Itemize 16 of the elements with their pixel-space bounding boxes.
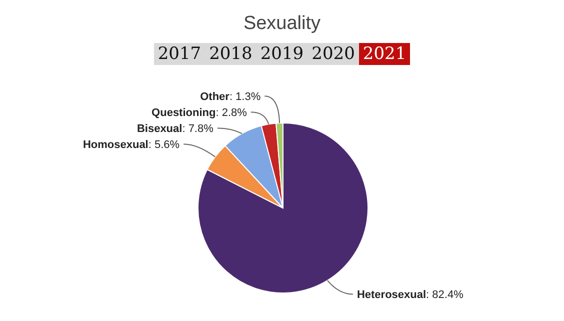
slice-label: Homosexual <box>82 139 148 152</box>
data-label: : 2.8% <box>216 107 248 120</box>
text: 2020 <box>310 43 356 65</box>
slice-label: Questioning <box>152 107 216 120</box>
data-label: : 1.3% <box>229 91 261 104</box>
text: 2017 <box>156 43 202 65</box>
text: 2019 <box>259 43 305 65</box>
data-label: : 5.6% <box>148 139 180 152</box>
slice-label: Other <box>200 91 230 104</box>
chart-title: Sexuality <box>242 12 322 36</box>
slice-label: Heterosexual <box>356 289 426 302</box>
text: 2018 <box>208 43 254 65</box>
data-label: : 82.4% <box>426 289 464 302</box>
data-label: : 7.8% <box>182 123 214 136</box>
slice-label: Bisexual <box>136 123 182 136</box>
text: 2021 <box>358 43 410 65</box>
